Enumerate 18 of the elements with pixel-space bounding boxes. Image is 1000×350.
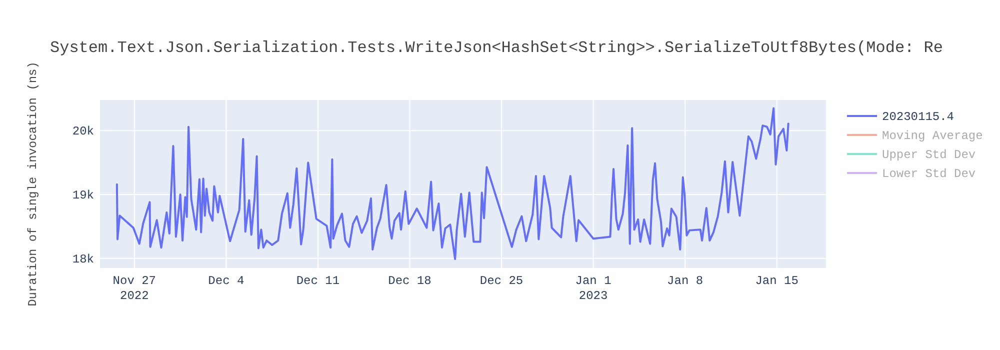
legend-label: Upper Std Dev [882,148,976,162]
x-tick-label: Jan 15 [755,274,798,288]
legend-label: Lower Std Dev [882,167,976,181]
legend-label: 20230115.4 [882,110,954,124]
y-tick-label: 18k [72,252,94,266]
x-tick-label: Dec 11 [296,274,340,288]
chart-title: System.Text.Json.Serialization.Tests.WriteJson<HashSet<String>>.SerializeToUtf8Bytes(Mode: Re [50,39,943,57]
x-tick-label: Jan 1 2023 [575,274,612,303]
x-tick-label: Dec 25 [480,274,524,288]
y-axis-title: Duration of single invocation (ns) [26,62,40,306]
x-tick-label: Dec 4 [208,274,244,288]
y-tick-label: 19k [72,188,94,203]
x-tick-label: Jan 8 [667,274,704,288]
legend-label: Moving Average [882,129,983,143]
x-tick-label: Dec 18 [388,274,432,288]
y-tick-label: 20k [72,124,94,139]
x-tick-label: Nov 27 2022 [112,274,156,303]
line-series [116,107,790,260]
